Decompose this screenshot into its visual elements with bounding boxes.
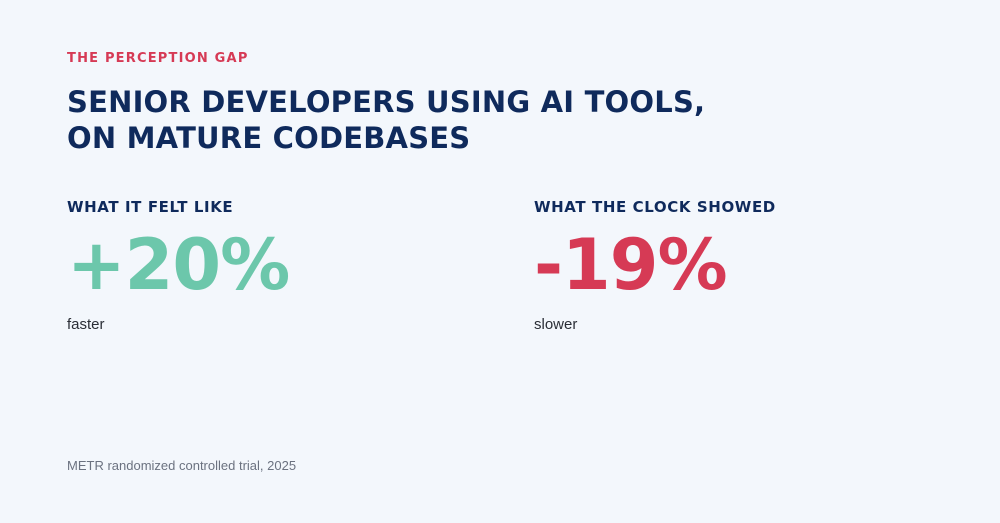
stat-clock-value: -19% <box>534 224 728 306</box>
stat-clock: WHAT THE CLOCK SHOWED -19% slower <box>534 198 934 334</box>
source-note: METR randomized controlled trial, 2025 <box>67 458 297 473</box>
stat-clock-caption: slower <box>534 316 578 333</box>
headline: SENIOR DEVELOPERS USING AI TOOLS, ON MAT… <box>67 84 705 156</box>
stat-felt-value: +20% <box>67 224 290 306</box>
stat-felt-caption: faster <box>67 316 105 333</box>
stat-felt: WHAT IT FELT LIKE +20% faster <box>67 198 467 334</box>
headline-line-2: ON MATURE CODEBASES <box>67 121 471 155</box>
kicker: THE PERCEPTION GAP <box>67 51 249 66</box>
headline-line-1: SENIOR DEVELOPERS USING AI TOOLS, <box>67 85 706 119</box>
stat-felt-label: WHAT IT FELT LIKE <box>67 198 234 216</box>
stat-clock-label: WHAT THE CLOCK SHOWED <box>534 198 776 216</box>
